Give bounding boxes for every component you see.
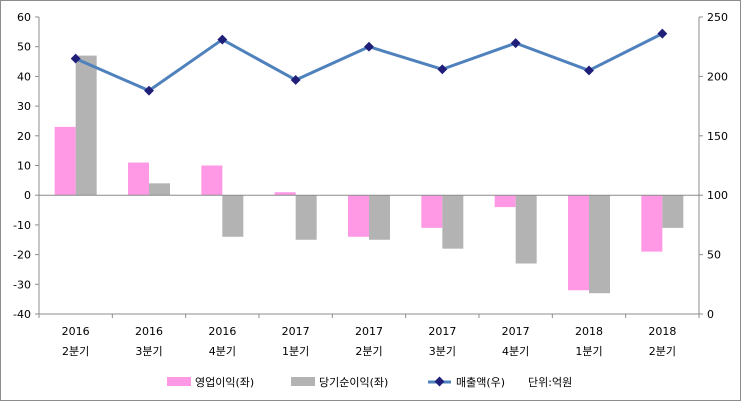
category-year-label: 2017 [355, 325, 383, 338]
legend-label-revenue: 매출액(우) [456, 376, 505, 389]
legend-swatch-net-profit [291, 377, 315, 386]
unit-note: 단위:억원 [528, 376, 572, 389]
bar-net-profit-0 [75, 55, 97, 196]
category-year-label: 2016 [135, 325, 163, 338]
category-quarter-label: 1분기 [282, 345, 309, 358]
left-tick-label: 0 [24, 189, 31, 202]
legend-label-net-profit: 당기순이익(좌) [319, 376, 388, 389]
legend-label-operating-profit: 영업이익(좌) [195, 376, 254, 389]
legend-marker-revenue [434, 376, 445, 387]
category-year-label: 2016 [62, 325, 90, 338]
category-year-label: 2018 [648, 325, 676, 338]
revenue-point-5 [437, 64, 448, 75]
bar-net-profit-4 [369, 195, 390, 240]
bar-operating-profit-5 [421, 195, 443, 228]
bar-operating-profit-3 [274, 192, 296, 196]
category-quarter-label: 1분기 [575, 345, 602, 358]
right-tick-label: 100 [707, 189, 728, 202]
bar-net-profit-3 [295, 195, 317, 240]
left-tick-label: -30 [13, 278, 31, 291]
line-layer [70, 28, 668, 96]
bar-operating-profit-4 [348, 195, 369, 237]
revenue-point-2 [217, 34, 228, 45]
category-quarter-label: 4분기 [502, 345, 529, 358]
left-tick-label: 60 [17, 11, 31, 24]
revenue-point-0 [70, 53, 81, 64]
left-tick-label: -20 [13, 249, 31, 262]
revenue-point-1 [144, 85, 154, 96]
bar-layer [54, 55, 684, 294]
bar-net-profit-2 [222, 195, 244, 237]
bar-operating-profit-7 [568, 195, 589, 291]
category-quarter-label: 2분기 [62, 345, 89, 358]
bar-net-profit-1 [149, 183, 170, 196]
left-tick-label: 20 [17, 130, 31, 143]
category-quarter-label: 2분기 [355, 345, 382, 358]
axes-layer [35, 16, 703, 318]
right-tick-label: 250 [707, 11, 728, 24]
left-tick-label: 30 [17, 100, 31, 113]
right-tick-label: 0 [707, 308, 714, 321]
category-quarter-label: 2분기 [649, 345, 676, 358]
left-tick-label: 10 [17, 160, 31, 173]
revenue-point-4 [364, 41, 374, 52]
bar-net-profit-8 [662, 195, 684, 228]
right-tick-label: 200 [707, 70, 728, 83]
legend-swatch-operating-profit [167, 377, 191, 386]
category-year-label: 2017 [282, 325, 310, 338]
category-quarter-label: 3분기 [429, 345, 456, 358]
revenue-point-8 [657, 28, 668, 39]
category-quarter-label: 3분기 [135, 345, 162, 358]
left-tick-label: -40 [13, 308, 31, 321]
bar-operating-profit-8 [641, 195, 663, 252]
bar-net-profit-7 [589, 195, 610, 294]
bar-operating-profit-0 [54, 126, 76, 196]
bar-operating-profit-1 [128, 162, 149, 196]
left-tick-label: -10 [13, 219, 31, 232]
legend: 영업이익(좌) 당기순이익(좌) 매출액(우) 단위:억원 [167, 376, 572, 389]
bar-operating-profit-6 [494, 195, 516, 208]
bar-net-profit-6 [515, 195, 537, 264]
category-year-label: 2016 [208, 325, 236, 338]
category-labels: 2016 2분기 2016 3분기 2016 4분기 2017 1분기 2017 2분기 2017 3… [62, 325, 677, 358]
category-year-label: 2017 [428, 325, 456, 338]
category-year-label: 2018 [575, 325, 603, 338]
bar-net-profit-5 [442, 195, 464, 249]
tick-labels: -40 -30 -20 -10 0 10 20 30 40 50 60 0 50 100 150 200 250 [13, 11, 728, 321]
bar-operating-profit-2 [201, 165, 223, 196]
category-quarter-label: 4분기 [209, 345, 236, 358]
left-tick-label: 50 [17, 41, 31, 54]
revenue-point-6 [510, 38, 521, 49]
category-year-label: 2017 [502, 325, 530, 338]
revenue-point-7 [584, 65, 594, 76]
right-tick-label: 150 [707, 130, 728, 143]
left-tick-label: 40 [17, 70, 31, 83]
right-tick-label: 50 [707, 249, 721, 262]
